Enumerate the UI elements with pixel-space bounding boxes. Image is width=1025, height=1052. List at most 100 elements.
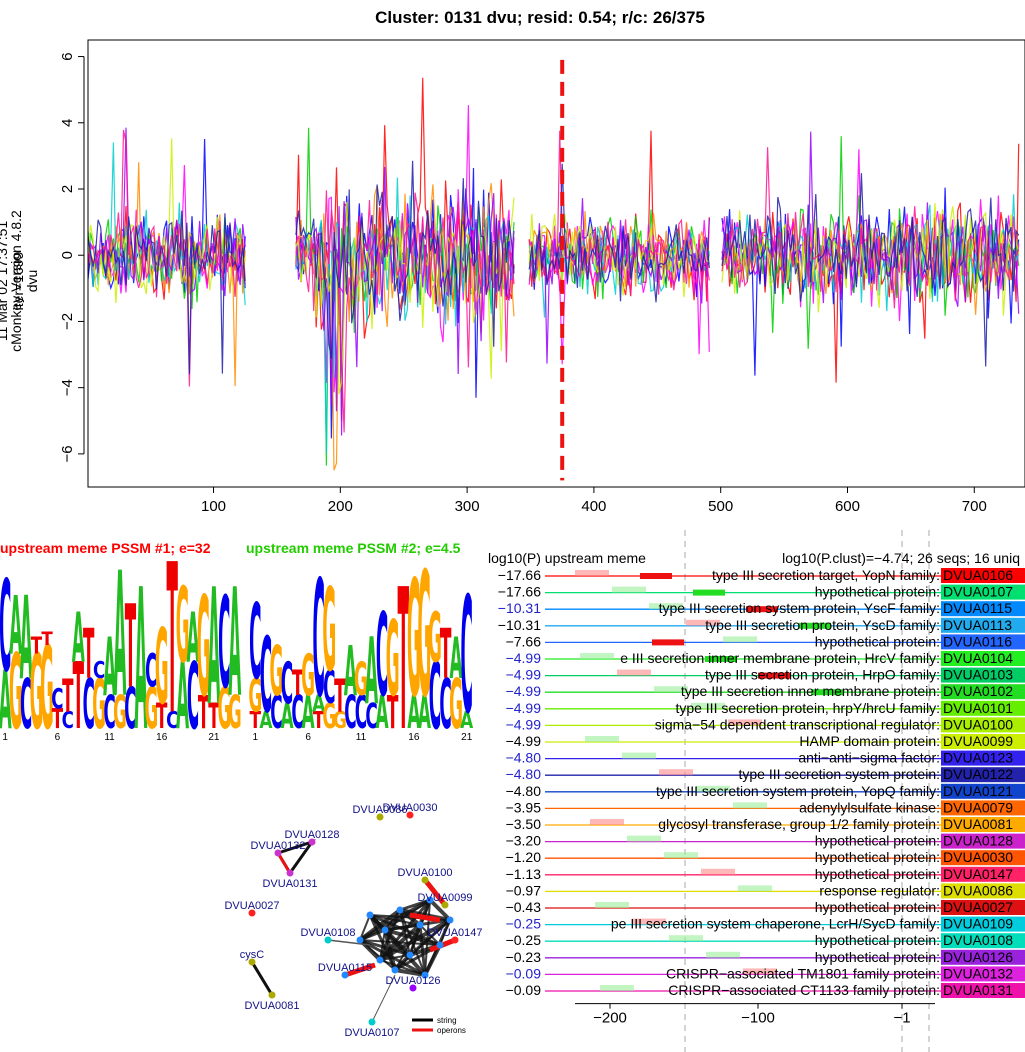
network-node-label: DVUA0107 — [344, 1027, 399, 1039]
gene-name: hypothetical protein: — [815, 899, 940, 915]
gene-name: response regulator: — [819, 882, 940, 898]
network-node — [248, 958, 256, 966]
logo-letter: A — [418, 687, 431, 740]
gene-row: −4.99 type III secretion protein, HrpO fa… — [506, 667, 1025, 683]
gene-row: −4.99 HAMP domain protein: DVUA0099 — [506, 733, 1025, 749]
gene-id-badge — [941, 684, 1025, 700]
logo-letter: G — [407, 546, 421, 733]
gene-name: hypothetical protein: — [815, 584, 940, 600]
gene-pvalue: −4.99 — [506, 716, 542, 732]
network-node-label: DVUA0100 — [397, 867, 452, 879]
logo-letter: A — [176, 643, 189, 750]
motif-hit — [627, 835, 661, 842]
gene-name: hypothetical protein: — [815, 633, 940, 649]
logo-letter: C — [124, 675, 136, 742]
gene-id: DVUA0086 — [943, 882, 1013, 898]
gene-axis-label: −1 — [893, 1010, 910, 1027]
gene-id-badge — [941, 916, 1025, 932]
logo-letter: T — [156, 697, 168, 736]
logo-letter: C — [270, 687, 282, 740]
motif-hit — [585, 736, 619, 742]
gene-id: DVUA0107 — [943, 584, 1013, 600]
gene-row: −4.99 type III secretion protein, hrpY/hr… — [506, 700, 1025, 716]
gene-pvalue: −4.99 — [506, 700, 542, 716]
logo-letter: C — [291, 687, 303, 740]
gene-id-badge — [941, 933, 1025, 949]
network-node — [341, 971, 349, 979]
logo-letter: G — [144, 675, 158, 742]
gene-pvalue: −4.80 — [506, 766, 542, 782]
expression-lines — [87, 77, 1020, 471]
logo-letter: C — [145, 645, 157, 698]
gene-pvalue: −1.13 — [506, 866, 542, 882]
gene-id-badge — [941, 833, 1025, 849]
logo-letter: A — [207, 554, 220, 741]
logo-position-label: 6 — [305, 732, 311, 743]
logo-letter: A — [365, 618, 378, 725]
network-edge — [250, 961, 274, 996]
logo-letter: A — [103, 620, 116, 714]
network-node — [308, 838, 316, 846]
gene-id: DVUA0131 — [943, 982, 1013, 998]
network-edge — [394, 919, 451, 971]
logo-letter: A — [134, 548, 147, 775]
logo-letter: A — [0, 653, 12, 747]
network-node-label: DVUA0081 — [244, 1000, 299, 1012]
motif-hit — [617, 669, 651, 676]
logo-letter: G — [322, 698, 336, 737]
motif-hit — [728, 719, 762, 726]
operon-edge — [276, 852, 292, 874]
gene-pvalue: −0.09 — [506, 965, 542, 981]
motif-hit — [664, 852, 698, 859]
chart-title: Cluster: 0131 dvu; resid: 0.54; r/c: 26/… — [375, 8, 705, 27]
logo-letter: C — [376, 590, 388, 723]
gene-pvalue: −7.66 — [506, 633, 542, 649]
gene-row: −3.20 hypothetical protein: DVUA0128 — [506, 833, 1025, 849]
logo-letter: T — [83, 615, 94, 695]
gene-name: hypothetical protein: — [815, 932, 940, 948]
motif-hit — [811, 689, 843, 696]
gene-row: −0.09 CRISPR−associated CT1133 family pro… — [506, 982, 1025, 998]
gene-name: glycosyl transferase, group 1/2 family p… — [658, 816, 940, 832]
logo-position-label: 21 — [461, 732, 473, 743]
motif-hit — [649, 603, 683, 610]
gene-name: type III secretion system protein, YscF … — [659, 600, 940, 616]
network-node — [426, 896, 434, 904]
y-tick-label: 2 — [59, 185, 76, 193]
gene-pvalue: −4.99 — [506, 650, 542, 666]
gene-name: type III secretion protein, HrpO family: — [705, 667, 940, 683]
motif-hit — [733, 802, 767, 809]
x-tick-label: 500 — [708, 498, 733, 515]
network-node-label: DVUA0115 — [318, 962, 372, 974]
gene-pvalue: −4.99 — [506, 683, 542, 699]
network-edge — [327, 939, 371, 946]
gene-id-badge — [941, 651, 1025, 666]
motif-hit — [701, 868, 735, 875]
logo-letter: C — [93, 656, 105, 683]
gene-id: DVUA0101 — [943, 700, 1013, 716]
gene-id: DVUA0121 — [943, 783, 1013, 799]
gene-id-badge — [941, 634, 1025, 650]
motif2-logo: TGCACCGACCTAGTACGCGGTCACGCAACTGTAGAGCGCT… — [248, 536, 473, 775]
motif-hit — [696, 785, 730, 792]
motif-hit — [693, 589, 725, 596]
gene-axis-label: −100 — [741, 1010, 775, 1027]
gene-id: DVUA0099 — [943, 733, 1013, 749]
gene-id: DVUA0123 — [943, 750, 1013, 766]
gene-id: DVUA0104 — [943, 650, 1013, 666]
gene-pvalue: −0.25 — [506, 916, 542, 932]
logo-letter: C — [62, 706, 74, 733]
logo-letter: G — [113, 687, 127, 740]
logo-letter: C — [166, 706, 178, 733]
logo-letter: A — [259, 706, 272, 733]
gene-pvalue: −10.31 — [498, 600, 541, 616]
logo-letter: G — [428, 598, 442, 678]
logo-position-label: 11 — [356, 732, 367, 743]
x-tick-label: 600 — [835, 498, 860, 515]
x-tick-label: 300 — [455, 498, 480, 515]
network-node — [406, 951, 414, 959]
gene-id-badge — [941, 866, 1025, 882]
gene-name: type III secretion system protein: — [738, 766, 940, 782]
x-tick-label: 200 — [328, 498, 353, 515]
gene-pvalue: −0.43 — [506, 899, 542, 915]
